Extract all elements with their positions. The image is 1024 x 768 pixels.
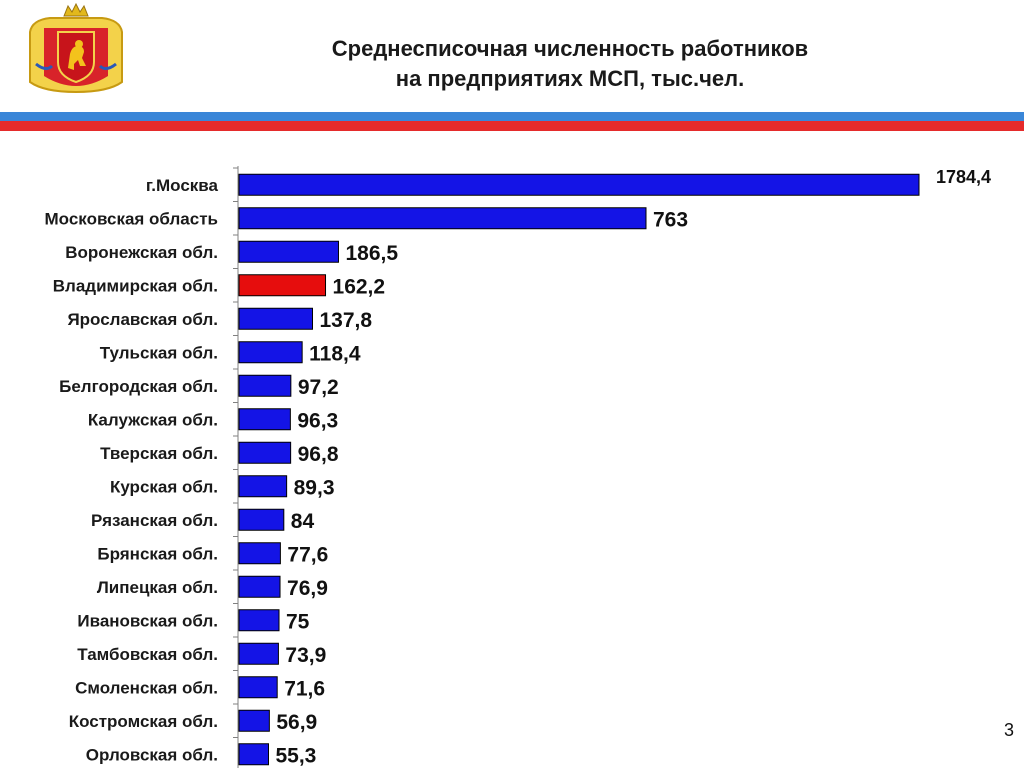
bar	[238, 709, 270, 732]
value-label: 71,6	[284, 677, 325, 700]
value-label: 84	[291, 510, 315, 533]
value-label: 56,9	[276, 711, 317, 734]
page-title: Среднесписочная численность работников н…	[230, 34, 910, 94]
header-stripe-blue	[0, 112, 1024, 121]
value-label: 75	[286, 610, 310, 633]
category-label: Владимирская обл.	[53, 276, 218, 295]
bar	[238, 441, 292, 464]
coat-of-arms-icon	[29, 2, 123, 94]
bar	[238, 642, 279, 665]
value-label: 97,2	[298, 376, 339, 399]
bar	[238, 307, 314, 330]
category-label: Тверская обл.	[100, 444, 218, 463]
value-label: 96,3	[297, 409, 338, 432]
category-label: Курская обл.	[110, 477, 218, 496]
value-label: 162,2	[333, 275, 386, 298]
category-label: Рязанская обл.	[91, 511, 218, 530]
bar	[238, 341, 303, 364]
value-label: 76,9	[287, 577, 328, 600]
title-line-2: на предприятиях МСП, тыс.чел.	[395, 66, 745, 91]
value-label: 137,8	[320, 309, 373, 332]
category-label: Ярославская обл.	[67, 310, 218, 329]
bar	[238, 475, 288, 498]
category-label: Московская область	[45, 209, 218, 228]
bar	[238, 676, 278, 699]
bar	[238, 240, 339, 263]
value-label: 1784,4	[936, 167, 991, 187]
bar	[238, 207, 647, 230]
value-label: 55,3	[275, 744, 316, 767]
value-label: 118,4	[309, 342, 361, 365]
bar	[238, 508, 285, 531]
value-label: 186,5	[345, 242, 398, 265]
category-label: Орловская обл.	[86, 745, 218, 764]
category-label: Костромская обл.	[69, 712, 218, 731]
bar	[238, 743, 269, 766]
header-stripe-red	[0, 121, 1024, 131]
category-label: Белгородская обл.	[59, 377, 218, 396]
category-label: Воронежская обл.	[65, 243, 218, 262]
category-label: Брянская обл.	[97, 544, 218, 563]
category-label: Калужская обл.	[88, 410, 218, 429]
category-label: Тульская обл.	[100, 343, 218, 362]
title-line-1: Среднесписочная численность работников	[331, 36, 809, 61]
bar	[238, 408, 291, 431]
value-label: 96,8	[298, 443, 339, 466]
bar	[238, 542, 281, 565]
value-label: 89,3	[294, 476, 335, 499]
bar	[238, 173, 920, 196]
value-label: 77,6	[287, 543, 328, 566]
value-label: 73,9	[285, 644, 326, 667]
bar-highlight	[238, 274, 327, 297]
category-label: Смоленская обл.	[75, 678, 218, 697]
bar	[238, 575, 281, 598]
category-label: Ивановская обл.	[77, 611, 218, 630]
category-label: Тамбовская обл.	[77, 645, 218, 664]
bar-chart: г.Москва 1784,4 Московская область 763 Ворон…	[45, 166, 991, 768]
category-label: г.Москва	[146, 176, 219, 195]
value-label: 763	[653, 208, 688, 231]
page-number: 3	[1003, 720, 1014, 740]
bar	[238, 374, 292, 397]
category-label: Липецкая обл.	[97, 578, 218, 597]
bar	[238, 609, 280, 632]
